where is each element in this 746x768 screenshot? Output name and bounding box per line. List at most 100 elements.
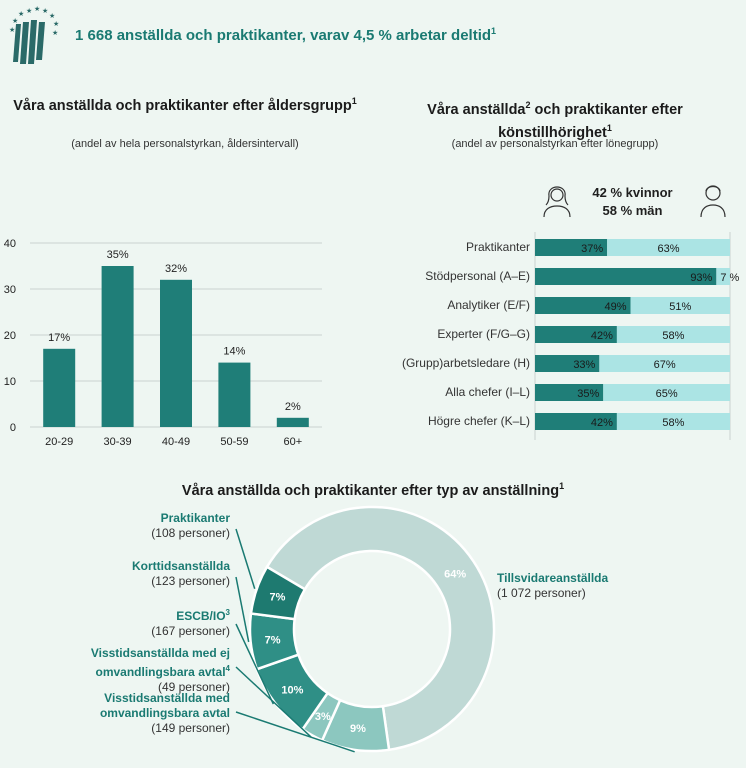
men-bar-segment xyxy=(616,326,730,343)
gender-chart-title: Våra anställda2 och praktikanter efter k… xyxy=(427,100,683,141)
gender-category-label: Stödpersonal (A–E) xyxy=(425,269,530,283)
women-bar-segment xyxy=(535,413,617,430)
age-bar xyxy=(160,279,192,427)
donut-legend-name: Visstidsanställda med omvandlingsbara avt… xyxy=(99,691,230,720)
men-value-label: 51% xyxy=(669,301,691,313)
age-category-label: 50-59 xyxy=(220,436,248,448)
donut-legend-detail: (167 personer) xyxy=(151,624,230,638)
leader-line xyxy=(235,666,312,738)
y-tick-label: 40 xyxy=(4,238,16,250)
women-value-label: 35% xyxy=(577,388,599,400)
women-bar-segment xyxy=(535,297,631,314)
women-summary: 42 % kvinnor xyxy=(592,185,673,200)
donut-legend-detail: (1 072 personer) xyxy=(497,586,586,600)
leader-line xyxy=(235,528,256,589)
donut-legend-detail: (123 personer) xyxy=(151,574,230,588)
donut-legend-item: Korttidsanställda (123 personer) xyxy=(30,559,230,589)
women-value-label: 42% xyxy=(591,417,613,429)
leader-line xyxy=(235,623,275,705)
age-data-label: 14% xyxy=(223,346,245,358)
svg-text:★: ★ xyxy=(52,29,58,37)
men-value-label: 63% xyxy=(658,243,680,255)
svg-text:★: ★ xyxy=(26,7,32,15)
age-bar xyxy=(276,417,309,427)
gender-summary: 42 % kvinnor 58 % män xyxy=(575,184,690,220)
age-data-label: 32% xyxy=(165,263,187,275)
gender-category-label: Praktikanter xyxy=(465,240,530,254)
donut-slice-label: 7% xyxy=(265,634,281,646)
women-value-label: 42% xyxy=(591,330,613,342)
women-value-label: 93% xyxy=(690,272,712,284)
age-chart-subtitle: (andel av hela personalstyrkan, åldersin… xyxy=(71,138,299,150)
donut-legend-name: Praktikanter xyxy=(160,511,230,525)
age-chart-title: Våra anställda och praktikanter efter ål… xyxy=(13,96,357,114)
age-bar xyxy=(43,348,76,427)
page-title: 1 668 anställda och praktikanter, varav … xyxy=(75,26,497,44)
gender-category-label: (Grupp)arbetsledare (H) xyxy=(401,356,530,370)
donut-legend-name: Tillsvidareanställda xyxy=(497,571,609,585)
donut-legend-name: Korttidsanställda xyxy=(131,559,230,573)
donut-legend-name: Visstidsanställda med ej omvandlingsbara … xyxy=(90,646,230,679)
men-value-label: 65% xyxy=(656,388,678,400)
age-category-label: 40-49 xyxy=(162,436,190,448)
age-category-label: 20-29 xyxy=(45,436,73,448)
donut-slice-label: 3% xyxy=(315,711,331,723)
donut-legend-item: ESCB/IO3 (167 personer) xyxy=(30,605,230,639)
men-value-label: 7 % xyxy=(720,272,739,284)
svg-text:★: ★ xyxy=(18,10,24,18)
donut-slice-label: 64% xyxy=(444,568,466,580)
employment-donut-chart: 64% 9% 3% 10% 7% 7% xyxy=(235,505,496,753)
age-bar-chart: 0 10 20 30 40 17% 20-29 35% 30-39 32% 40-49 14% 50-5… xyxy=(4,238,322,448)
svg-text:★: ★ xyxy=(49,12,55,20)
y-tick-label: 10 xyxy=(4,376,16,388)
gender-stacked-bar-chart: 37% 63% 93% 7 % 49% 51% 42% 58% 33% 67% 35% 65% 42% 5… xyxy=(534,232,740,440)
svg-text:★: ★ xyxy=(53,20,59,28)
men-value-label: 58% xyxy=(662,330,684,342)
svg-text:★: ★ xyxy=(42,7,48,15)
donut-slice xyxy=(265,505,496,752)
age-data-label: 35% xyxy=(107,249,129,261)
gender-category-label: Högre chefer (K–L) xyxy=(427,414,530,428)
donut-legend-name: ESCB/IO3 xyxy=(176,608,230,623)
men-bar-segment xyxy=(599,355,730,372)
women-bar-segment xyxy=(535,384,604,401)
gender-category-label: Analytiker (E/F) xyxy=(447,298,530,312)
age-category-label: 30-39 xyxy=(104,436,132,448)
donut-legend-detail: (49 personer) xyxy=(157,680,230,694)
y-tick-label: 0 xyxy=(10,422,16,434)
donut-slice xyxy=(249,565,307,621)
donut-legend-detail: (108 personer) xyxy=(151,526,230,540)
woman-icon xyxy=(540,180,574,218)
men-value-label: 67% xyxy=(654,359,676,371)
men-bar-segment xyxy=(716,268,730,285)
donut-slice-label: 9% xyxy=(350,723,366,735)
leader-line xyxy=(235,576,250,643)
age-data-label: 2% xyxy=(285,401,301,413)
donut-legend-detail: (149 personer) xyxy=(151,721,230,735)
man-icon xyxy=(698,180,728,218)
leader-line xyxy=(235,711,355,753)
women-bar-segment xyxy=(535,239,608,256)
gender-category-label: Experter (F/G–G) xyxy=(437,327,530,341)
women-value-label: 49% xyxy=(605,301,627,313)
women-value-label: 37% xyxy=(581,243,603,255)
y-tick-label: 30 xyxy=(4,284,16,296)
donut-slice-label: 7% xyxy=(269,592,285,604)
donut-slice-label: 10% xyxy=(281,685,303,697)
employment-chart-title: Våra anställda och praktikanter efter ty… xyxy=(181,481,565,499)
svg-text:★: ★ xyxy=(12,17,18,25)
y-tick-label: 20 xyxy=(4,330,16,342)
svg-text:★: ★ xyxy=(9,26,15,34)
women-bar-segment xyxy=(535,355,600,372)
men-bar-segment xyxy=(630,297,730,314)
women-value-label: 33% xyxy=(573,359,595,371)
age-bar xyxy=(218,362,251,427)
women-bar-segment xyxy=(535,268,717,285)
gender-chart-subtitle: (andel av personalstyrkan efter lönegrup… xyxy=(451,138,659,150)
men-bar-segment xyxy=(616,413,730,430)
gender-category-label: Alla chefer (I–L) xyxy=(445,385,530,399)
women-bar-segment xyxy=(535,326,617,343)
donut-legend-item: Visstidsanställda med ej omvandlingsbara … xyxy=(30,646,230,695)
donut-legend-item: Praktikanter (108 personer) xyxy=(30,511,230,541)
age-category-label: 60+ xyxy=(283,436,302,448)
